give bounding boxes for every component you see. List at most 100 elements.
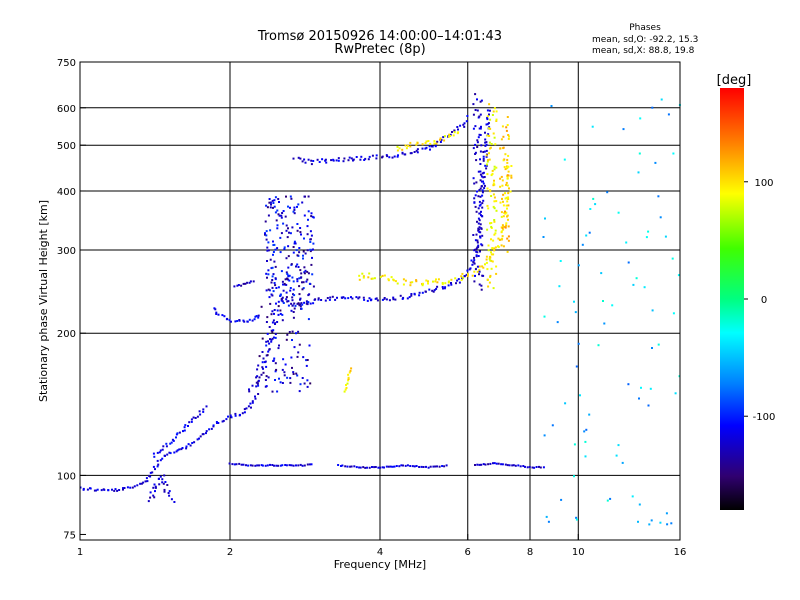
echo-point bbox=[326, 297, 329, 299]
echo-point bbox=[473, 270, 476, 273]
echo-point bbox=[506, 161, 509, 164]
echo-point bbox=[474, 109, 477, 111]
echo-point bbox=[502, 228, 505, 231]
echo-point bbox=[266, 276, 268, 279]
echo-point bbox=[501, 235, 504, 238]
echo-point bbox=[290, 197, 293, 200]
echo-point bbox=[506, 116, 509, 118]
echo-point bbox=[285, 257, 288, 260]
echo-point bbox=[290, 309, 293, 312]
echo-point bbox=[272, 206, 274, 209]
echo-point bbox=[247, 405, 250, 408]
echo-point bbox=[113, 489, 116, 492]
echo-point bbox=[341, 464, 344, 467]
echo-point bbox=[342, 160, 345, 163]
echo-point bbox=[396, 282, 399, 285]
echo-point bbox=[274, 211, 277, 214]
echo-point bbox=[291, 339, 293, 341]
echo-point bbox=[149, 471, 152, 474]
echo-point bbox=[300, 276, 303, 279]
echo-point bbox=[245, 407, 248, 410]
echo-point bbox=[187, 443, 190, 446]
echo-point bbox=[477, 222, 480, 225]
echo-point bbox=[310, 234, 313, 237]
echo-point bbox=[231, 463, 234, 466]
echo-point bbox=[375, 157, 378, 160]
echo-point bbox=[483, 150, 486, 153]
echo-point bbox=[286, 333, 289, 336]
echo-point bbox=[161, 481, 164, 484]
echo-point bbox=[512, 464, 515, 467]
echo-point bbox=[487, 122, 490, 125]
echo-point bbox=[272, 244, 275, 246]
echo-point bbox=[431, 145, 434, 148]
echo-point bbox=[347, 379, 350, 382]
echo-point bbox=[424, 142, 427, 144]
echo-point bbox=[305, 364, 308, 367]
echo-point bbox=[318, 161, 321, 163]
echo-point bbox=[325, 161, 328, 164]
echo-point bbox=[443, 135, 446, 138]
echo-point bbox=[501, 463, 504, 466]
echo-point bbox=[302, 250, 305, 253]
echo-point bbox=[266, 249, 269, 252]
echo-point bbox=[672, 312, 675, 315]
echo-point bbox=[283, 374, 286, 377]
echo-point bbox=[296, 355, 299, 358]
echo-point bbox=[485, 143, 488, 146]
echo-point bbox=[366, 299, 369, 302]
echo-point bbox=[154, 485, 157, 488]
echo-point bbox=[427, 282, 429, 285]
echo-point bbox=[89, 487, 92, 490]
echo-point bbox=[270, 281, 273, 284]
axis-ticks: 1 2 4 6 8 10 16 75 100 200 300 400 500 600 750 bbox=[57, 58, 686, 558]
echo-point bbox=[324, 158, 327, 161]
echo-point bbox=[86, 488, 89, 491]
echo-point bbox=[502, 135, 505, 138]
echo-point bbox=[303, 271, 306, 274]
echo-point bbox=[651, 106, 654, 109]
echo-point bbox=[250, 406, 252, 409]
echo-point bbox=[304, 161, 307, 164]
echo-point bbox=[473, 197, 476, 200]
echo-point bbox=[660, 98, 663, 101]
echo-point bbox=[153, 496, 156, 499]
echo-point bbox=[485, 154, 488, 157]
echo-point bbox=[274, 284, 277, 287]
echo-point bbox=[159, 459, 162, 462]
echo-point bbox=[277, 213, 280, 216]
echo-point bbox=[290, 302, 293, 305]
echo-point bbox=[287, 205, 289, 208]
echo-point bbox=[437, 278, 440, 281]
echo-point bbox=[345, 384, 347, 386]
echo-point bbox=[114, 488, 117, 491]
echo-point bbox=[358, 296, 361, 299]
echo-point bbox=[168, 494, 171, 497]
echo-point bbox=[489, 276, 492, 278]
echo-point bbox=[310, 215, 313, 218]
echo-point bbox=[364, 466, 367, 469]
echo-point bbox=[507, 134, 510, 136]
echo-point bbox=[240, 284, 243, 287]
echo-point bbox=[392, 279, 395, 282]
echo-point bbox=[275, 219, 278, 222]
echo-point bbox=[494, 229, 497, 232]
echo-point bbox=[146, 480, 149, 483]
echo-point bbox=[543, 315, 546, 318]
echo-point bbox=[320, 299, 323, 301]
echo-point bbox=[266, 206, 269, 209]
echo-point bbox=[196, 438, 199, 441]
echo-point bbox=[303, 301, 306, 304]
echo-point bbox=[495, 200, 498, 203]
echo-point bbox=[597, 344, 600, 347]
echo-point bbox=[152, 452, 155, 455]
echo-point bbox=[281, 368, 284, 371]
echo-point bbox=[493, 249, 496, 252]
echo-point bbox=[329, 296, 332, 299]
echo-point bbox=[493, 247, 496, 250]
echo-point bbox=[187, 425, 189, 427]
echo-point bbox=[447, 135, 450, 138]
echo-point bbox=[592, 197, 595, 200]
echo-point bbox=[183, 426, 186, 429]
echo-point bbox=[381, 274, 384, 277]
